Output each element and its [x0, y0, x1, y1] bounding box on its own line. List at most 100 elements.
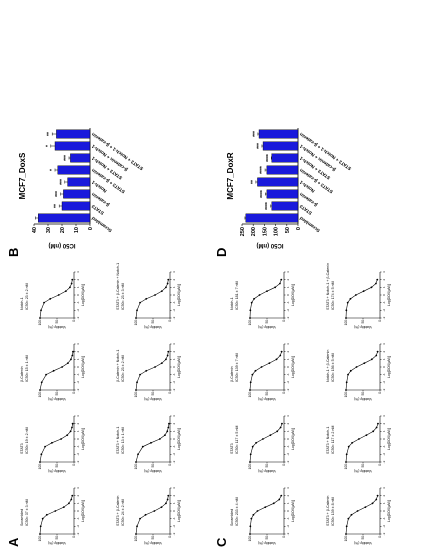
panel-a-data-point [139, 517, 141, 520]
panel-a-data-point [39, 461, 41, 463]
panel-c-x-tick-label: -3 [286, 388, 290, 391]
panel-a-y-tick-label: 50 [55, 536, 59, 540]
panel-letter-c: C [214, 537, 229, 547]
panel-c-y-tick-label: 0 [282, 392, 286, 394]
panel-c-y-tick-label: 50 [361, 392, 365, 396]
panel-c-data-point [358, 438, 360, 440]
panel-a-x-tick-label: -2 [76, 453, 80, 456]
panel-c-x-tick-label: -1 [382, 445, 386, 448]
panel-a-plot-ic50: IC50= 23 ± 3 nM [121, 283, 125, 310]
panel-a-x-tick-label: -1 [76, 445, 80, 448]
panel-c-data-point [375, 426, 378, 429]
panel-c-x-tick-label: -2 [286, 309, 290, 312]
panel-a-x-tick-label: -3 [172, 532, 176, 535]
panel-c-x-tick-label: 2 [382, 351, 386, 353]
panel-a-data-point [69, 286, 71, 289]
panel-c-data-point [371, 502, 374, 505]
panel-c-x-tick-label: 1 [286, 358, 290, 360]
panel-a-x-label: Log[DOX(μM)] [177, 500, 181, 522]
panel-b-significance: *** [64, 155, 70, 161]
panel-a-y-tick-label: 0 [72, 392, 76, 394]
panel-c-x-tick-label: 3 [286, 415, 290, 417]
panel-c-data-point [345, 533, 347, 535]
panel-a-y-label: Viability (%) [48, 469, 66, 473]
panel-a-data-point [154, 294, 156, 296]
panel-c-data-point [354, 294, 357, 296]
panel-a-data-point [165, 286, 167, 289]
panel-a-y-tick-label: 0 [72, 464, 76, 466]
panel-c-y-tick-label: 100 [344, 320, 348, 326]
panel-c-y-tick-label: 0 [378, 392, 382, 394]
panel-a-fit-curve [135, 495, 169, 535]
panel-a-x-tick-label: -1 [172, 445, 176, 448]
panel-a-x-tick-label: 0 [172, 294, 176, 296]
panel-c-data-point [275, 358, 278, 361]
panel-c-data-point [250, 301, 253, 304]
panel-a-plot-ic50: IC50= 23 ± 2 nM [121, 355, 125, 382]
panel-c-y-tick-label: 100 [248, 320, 252, 326]
panel-a-data-point [43, 301, 45, 304]
panel-c-y-tick-label: 50 [361, 536, 365, 540]
panel-c-data-point [266, 290, 268, 293]
panel-c-y-tick-label: 0 [378, 536, 382, 538]
panel-a-data-point [166, 282, 169, 285]
panel-a-data-point [57, 294, 60, 296]
panel-a-y-tick-label: 50 [151, 320, 155, 324]
panel-a-data-point [150, 441, 152, 444]
panel-a-data-point [60, 438, 62, 440]
panel-b-bar [61, 201, 91, 211]
panel-a-data-point [160, 290, 163, 293]
panel-a-plot-ic50: IC50= 37 ± 3 nM [25, 499, 29, 526]
panel-a-data-point [71, 354, 74, 357]
panel-a-data-point [167, 350, 170, 353]
panel-d-y-tick-label: 150 [262, 227, 268, 236]
panel-a-y-tick-label: 0 [168, 464, 172, 466]
panel-c-data-point [346, 301, 349, 304]
panel-a-plot-7: STAT3 + β-Catenin + Notch-1 IC50= 23 ± 3 … [116, 263, 181, 329]
panel-c-data-point [345, 309, 348, 312]
panel-b-y-tick-label: 20 [60, 227, 66, 233]
panel-c-x-tick-label: 1 [382, 358, 386, 360]
panel-a-data-point [135, 317, 137, 319]
panel-a-x-tick-label: 0 [172, 438, 176, 440]
panel-c-fit-curve [249, 423, 283, 463]
panel-a-data-point [136, 381, 138, 384]
panel-c-y-label: Viability (%) [354, 325, 372, 329]
panel-c-plot-4: STAT3 + β-Catenin IC50= 139 ± 8 nM 0 50 100 -… [326, 487, 391, 545]
panel-a-data-point [40, 309, 42, 312]
panel-c-y-tick-label: 50 [265, 392, 269, 396]
panel-c-plot-ic50: IC50= 117 ± 2 nM [331, 426, 335, 454]
panel-c-data-point [355, 366, 358, 368]
panel-a-y-tick-label: 50 [151, 464, 155, 468]
panel-a-x-tick-label: 0 [172, 366, 176, 368]
panel-c-x-tick-label: 2 [382, 279, 386, 281]
panel-d-bar [262, 141, 299, 151]
panel-c-y-tick-label: 0 [378, 464, 382, 466]
panel-c-data-point [274, 286, 277, 289]
panel-a-data-point [165, 358, 167, 361]
panel-d-bar [245, 213, 299, 223]
panel-c-plot-label: Notch-1 + β-Catenin [326, 350, 330, 382]
panel-b-significance: * [45, 145, 51, 147]
panel-a-fit-curve [39, 279, 73, 319]
panel-a-x-tick-label: -3 [76, 532, 80, 535]
panel-c-data-point [249, 453, 252, 456]
panel-c-x-tick-label: -2 [382, 453, 386, 456]
panel-a-y-label: Viability (%) [48, 325, 66, 329]
panel-c-plot-ic50: IC50= 156 ± 5 nM [331, 353, 335, 382]
panel-c-x-tick-label: 2 [286, 423, 290, 425]
panel-a-data-point [39, 317, 41, 319]
panel-c-data-point [272, 502, 275, 505]
panel-a-data-point [139, 301, 141, 304]
panel-c-x-tick-label: -3 [382, 316, 386, 319]
panel-c-x-tick-label: -1 [382, 517, 386, 520]
panel-c-data-point [258, 294, 261, 296]
panel-c-x-tick-label: -3 [286, 532, 290, 535]
panel-c-y-tick-label: 0 [282, 464, 286, 466]
panel-c-data-point [345, 381, 348, 384]
panel-c-x-tick-label: 1 [382, 502, 386, 504]
panel-a-data-point [167, 278, 170, 281]
panel-a-x-tick-label: 3 [76, 271, 80, 273]
panel-a-data-point [160, 506, 163, 509]
panel-a-y-tick-label: 100 [38, 464, 42, 470]
